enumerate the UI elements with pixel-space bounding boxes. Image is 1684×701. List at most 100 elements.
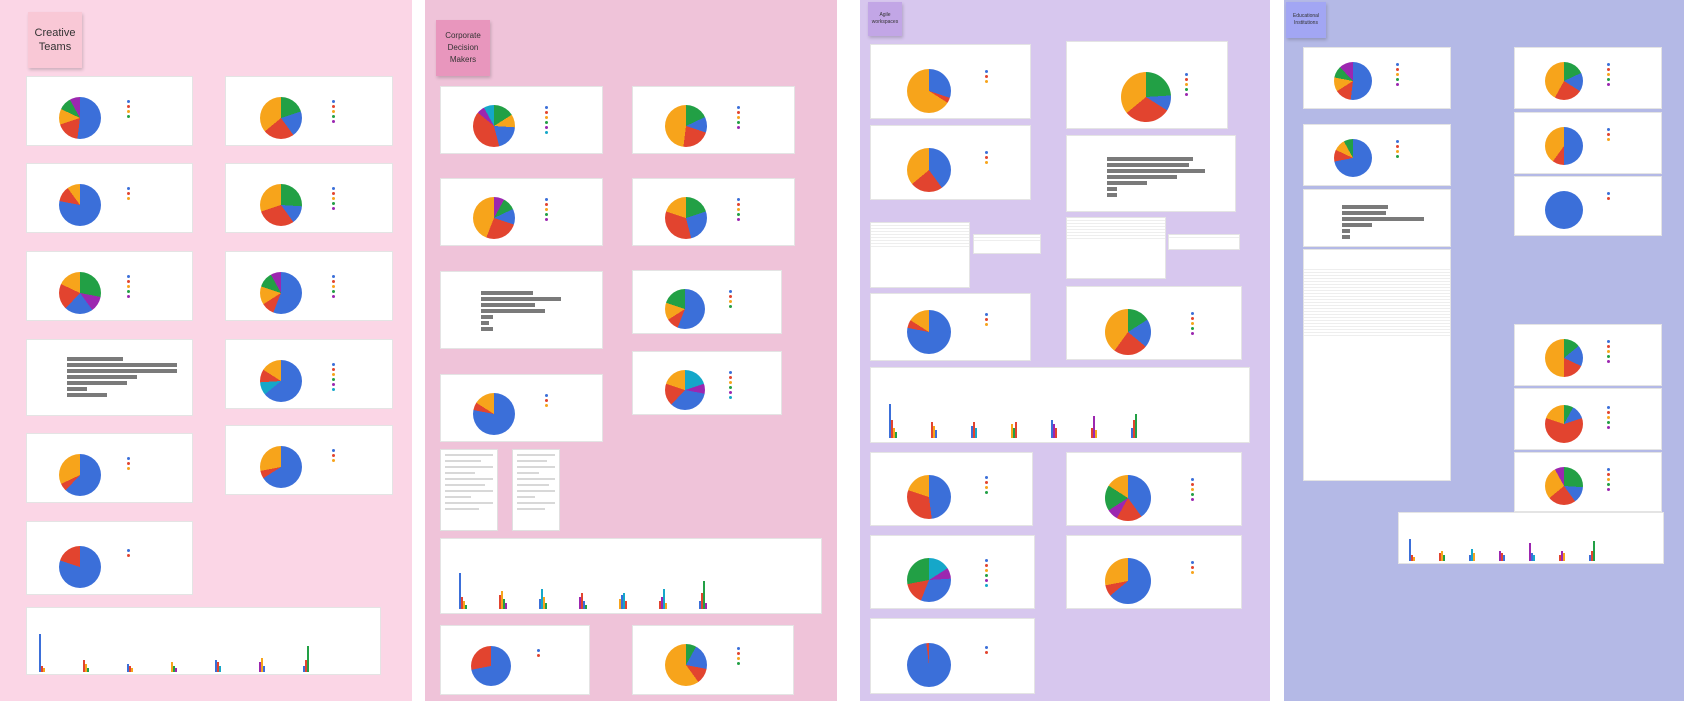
sticky-note-label: Educational Institutions	[1292, 13, 1320, 26]
pie-legend	[985, 558, 990, 588]
pie-legend	[1607, 405, 1612, 430]
sticky-note-creative-teams[interactable]: Creative Teams	[28, 12, 82, 68]
pie-legend	[127, 274, 132, 299]
pie-legend	[1191, 477, 1196, 502]
survey-pie-card[interactable]	[1303, 124, 1451, 186]
survey-pie-card[interactable]	[225, 76, 393, 146]
pie-chart	[473, 105, 515, 147]
pie-legend	[127, 99, 132, 119]
pie-legend	[545, 197, 550, 222]
pie-chart	[665, 197, 707, 239]
pie-legend	[332, 186, 337, 211]
survey-pie-card[interactable]	[1066, 286, 1242, 360]
survey-pie-card[interactable]	[26, 521, 193, 595]
pie-legend	[1607, 467, 1612, 492]
pie-chart	[471, 646, 511, 686]
survey-grouped-bar-card[interactable]	[870, 367, 1250, 443]
pie-legend	[729, 289, 734, 309]
survey-pie-card[interactable]	[440, 178, 603, 246]
grouped-bar-chart	[1409, 529, 1595, 561]
survey-pie-card[interactable]	[225, 339, 393, 409]
pie-chart	[1545, 127, 1583, 165]
pie-chart	[260, 272, 302, 314]
pie-legend	[332, 448, 337, 463]
pie-legend	[127, 548, 132, 558]
pie-chart	[1545, 405, 1583, 443]
survey-pie-card[interactable]	[1514, 112, 1662, 174]
survey-bar-card[interactable]	[1303, 189, 1451, 247]
pie-legend	[545, 393, 550, 408]
survey-pie-card[interactable]	[1514, 176, 1662, 236]
survey-pie-card[interactable]	[225, 425, 393, 495]
pie-chart	[473, 393, 515, 435]
sticky-note-educational-institutions[interactable]: Educational Institutions	[1286, 2, 1326, 38]
pie-legend	[127, 456, 132, 471]
survey-grouped-bar-card[interactable]	[1398, 512, 1664, 564]
survey-grouped-bar-card[interactable]	[26, 607, 381, 675]
survey-pie-card[interactable]	[1066, 535, 1242, 609]
survey-pie-card[interactable]	[26, 76, 193, 146]
survey-pie-card[interactable]	[1514, 388, 1662, 450]
pie-legend	[737, 197, 742, 222]
pie-chart	[665, 370, 705, 410]
survey-pie-card[interactable]	[1066, 452, 1242, 526]
survey-pie-card[interactable]	[870, 293, 1031, 361]
pie-legend	[1607, 339, 1612, 364]
survey-pie-card[interactable]	[225, 251, 393, 321]
survey-pie-card[interactable]	[440, 86, 603, 154]
response-table[interactable]	[1303, 249, 1451, 481]
survey-grouped-bar-card[interactable]	[440, 538, 822, 614]
survey-pie-card[interactable]	[440, 374, 603, 442]
survey-pie-card[interactable]	[870, 452, 1033, 526]
sticky-note-label: Creative Teams	[34, 27, 76, 53]
pie-chart	[907, 148, 951, 192]
survey-pie-card[interactable]	[632, 270, 782, 334]
survey-pie-card[interactable]	[632, 178, 795, 246]
horizontal-bar-chart	[445, 290, 561, 332]
sticky-note-agile-workspaces[interactable]: Agile workspaces	[868, 2, 902, 36]
pie-chart	[907, 643, 951, 687]
sticky-note-corporate-decision-makers[interactable]: Corporate Decision Makers	[436, 20, 490, 76]
pie-chart	[1545, 467, 1583, 505]
survey-pie-card[interactable]	[440, 625, 590, 695]
survey-pie-card[interactable]	[1514, 452, 1662, 512]
pie-legend	[985, 475, 990, 495]
survey-pie-card[interactable]	[870, 44, 1031, 119]
pie-legend	[737, 105, 742, 130]
survey-pie-card[interactable]	[1066, 41, 1228, 129]
pie-legend	[1607, 191, 1612, 201]
response-table[interactable]	[973, 234, 1041, 254]
pie-chart	[59, 97, 101, 139]
survey-bar-card[interactable]	[26, 339, 193, 416]
survey-pie-card[interactable]	[870, 618, 1035, 694]
horizontal-bar-chart	[1306, 204, 1424, 240]
document-thumbnail[interactable]	[440, 449, 498, 531]
survey-pie-card[interactable]	[632, 86, 795, 154]
survey-pie-card[interactable]	[1514, 47, 1662, 109]
pie-chart	[260, 97, 302, 139]
pie-legend	[332, 274, 337, 299]
pie-chart	[59, 454, 101, 496]
pie-chart	[907, 69, 951, 113]
response-table[interactable]	[870, 222, 970, 288]
pie-legend	[545, 105, 550, 135]
document-thumbnail[interactable]	[512, 449, 560, 531]
survey-pie-card[interactable]	[225, 163, 393, 233]
survey-pie-card[interactable]	[26, 433, 193, 503]
pie-chart	[59, 184, 101, 226]
survey-bar-card[interactable]	[440, 271, 603, 349]
pie-legend	[1396, 62, 1401, 87]
response-table[interactable]	[1168, 234, 1240, 250]
pie-legend	[1396, 139, 1401, 159]
survey-pie-card[interactable]	[1303, 47, 1451, 109]
survey-pie-card[interactable]	[632, 625, 794, 695]
survey-pie-card[interactable]	[870, 535, 1035, 609]
survey-bar-card[interactable]	[1066, 135, 1236, 212]
survey-pie-card[interactable]	[26, 163, 193, 233]
survey-pie-card[interactable]	[870, 125, 1031, 200]
survey-pie-card[interactable]	[26, 251, 193, 321]
pie-chart	[1334, 62, 1372, 100]
survey-pie-card[interactable]	[632, 351, 782, 415]
survey-pie-card[interactable]	[1514, 324, 1662, 386]
response-table[interactable]	[1066, 217, 1166, 279]
